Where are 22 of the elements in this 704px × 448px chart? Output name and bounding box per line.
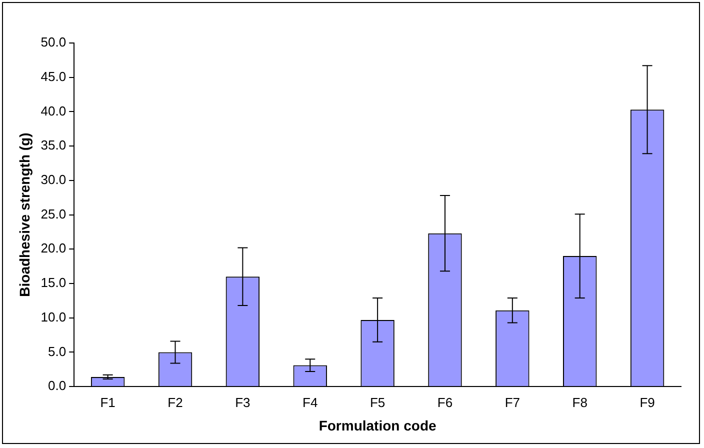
y-tick-label: 0.0 [48, 378, 66, 394]
y-tick-label: 50.0 [40, 34, 66, 50]
y-tick-label: 40.0 [40, 103, 66, 118]
y-tick-label: 35.0 [40, 138, 66, 153]
x-tick-label: F3 [235, 394, 250, 410]
x-tick-label: F7 [504, 394, 520, 410]
x-tick-label: F2 [168, 394, 183, 410]
x-tick-label: F4 [302, 394, 318, 410]
y-tick-label: 45.0 [40, 68, 66, 84]
y-tick-label: 30.0 [40, 172, 66, 188]
y-tick-label: 15.0 [40, 275, 66, 290]
y-tick-label: 25.0 [40, 206, 66, 222]
y-tick-label: 10.0 [40, 309, 66, 324]
y-tick-label: 5.0 [48, 344, 66, 359]
x-tick-label: F1 [100, 394, 116, 410]
x-tick-label: F6 [437, 394, 453, 410]
x-tick-label: F8 [572, 394, 588, 410]
x-tick-label: F5 [370, 394, 386, 410]
y-tick-label: 20.0 [40, 240, 66, 256]
y-axis-title: Bioadhesive strength (g) [16, 132, 32, 297]
x-tick-label: F9 [640, 394, 655, 410]
x-axis-title: Formulation code [318, 417, 436, 434]
